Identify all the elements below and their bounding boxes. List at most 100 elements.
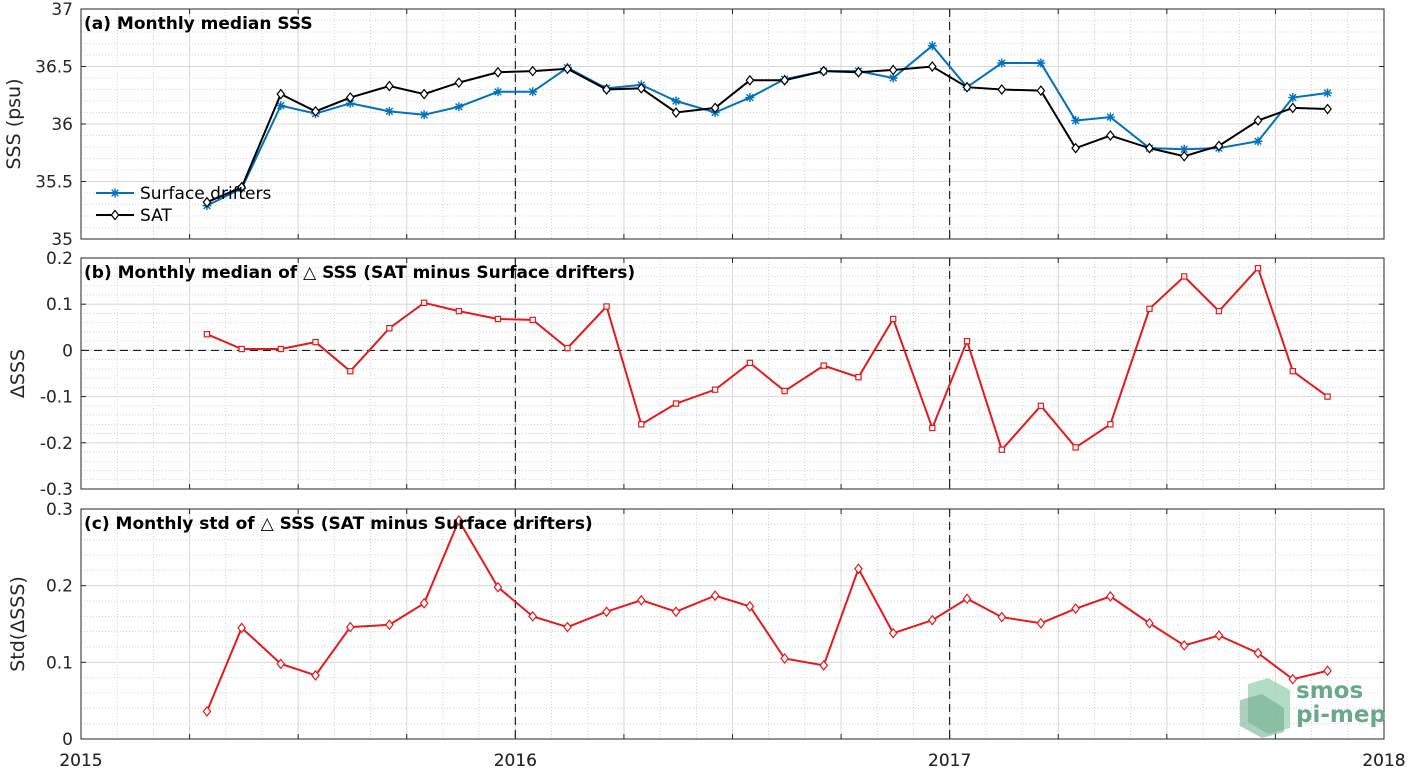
x-tick-label: 2016 [494,751,537,768]
data-point [276,101,286,111]
series-1 [203,264,1331,453]
data-point [927,61,937,72]
data-point [1071,142,1080,154]
data-point [312,338,319,346]
data-point [419,88,429,100]
data-point [1105,112,1115,122]
data-point [454,515,464,526]
data-point [710,590,720,602]
data-point [1179,640,1189,651]
data-point [1253,136,1263,146]
data-point [529,316,536,324]
y-tick-label: -0.1 [40,388,73,408]
data-point [671,96,681,106]
data-point [1288,93,1298,103]
data-point [855,373,862,381]
data-point [1253,647,1263,659]
data-point [564,344,571,352]
data-point [386,325,393,332]
data-point [710,102,720,114]
data-point [1323,103,1332,115]
logo-text-line2: pi-mep [1296,702,1386,728]
data-point [1106,590,1115,602]
data-point [202,196,212,208]
data-point [1036,58,1046,68]
data-point [1254,264,1262,272]
data-point [1179,150,1189,162]
series-line [206,44,1328,207]
data-point [745,74,755,86]
y-tick-label: 0.3 [46,500,73,520]
data-point [1107,421,1114,428]
y-tick-label: 36 [51,115,73,135]
data-point [1215,307,1223,315]
data-point [347,367,354,375]
x-tick-label: 2016 [494,751,537,768]
data-point [888,73,898,83]
data-point [345,98,355,108]
data-point [276,88,286,100]
data-point [1071,603,1080,615]
data-point [1071,116,1081,126]
data-point [1288,102,1298,114]
logo-text-line1: smos [1296,678,1363,704]
data-point [602,606,611,618]
data-point [1036,617,1046,629]
data-point [384,106,394,116]
y-tick-label: 0.1 [46,653,73,673]
legend-label: Surface drifters [140,184,271,204]
panel-3: 0 0.1 0.2 0.3 2015 2016 2017 2018 Std(ΔSSS) (c) M… [7,500,1406,768]
series-line [206,266,1329,452]
panel-title: (c) Monthly std of △ SSS (SAT minus Surf… [84,514,593,534]
data-point [1323,88,1333,98]
data-point [781,387,788,395]
series-1 [202,515,1332,717]
data-point [1324,393,1331,400]
data-point [745,93,755,103]
data-point [1179,144,1189,154]
x-tick-label: 2017 [928,751,971,768]
data-point [1145,142,1154,154]
data-point [1214,630,1224,641]
y-axis-label: ΔSSS [7,349,29,398]
data-point [636,82,646,94]
data-point [420,299,428,307]
smos-pi-mep-logo: smos pi-mep [1240,678,1386,738]
x-tick-label: 2017 [928,751,971,768]
data-point [997,58,1007,68]
y-tick-label: 0.2 [46,249,73,269]
data-point [493,66,503,78]
data-point [998,446,1005,453]
data-point [711,386,719,393]
data-point [455,307,463,315]
data-point [746,359,754,367]
legend-label: SAT [140,206,172,226]
data-point [819,659,829,671]
data-point [962,81,972,93]
data-point [963,337,971,345]
panel-title: (b) Monthly median of △ SSS (SAT minus S… [84,263,635,283]
data-point [419,110,429,120]
data-point [780,653,789,664]
panel-1: 35 35.5 36 36.5 37 2015 2016 2017 2018 SSS (psu) (… [3,0,1406,768]
legend-marker [110,209,120,221]
data-point [237,622,247,634]
x-tick-label: 2015 [59,751,102,768]
data-point [237,181,247,193]
y-tick-label: 0.1 [46,295,73,315]
data-point [819,65,829,77]
data-point [203,331,211,338]
data-point [638,421,645,428]
panel-title: (a) Monthly median SSS [84,14,313,34]
data-point [1323,665,1332,677]
legend-marker [110,188,120,198]
data-point [997,611,1007,623]
data-point [671,107,681,118]
y-tick-label: 35 [51,230,73,250]
data-point [603,303,610,310]
data-point [1214,140,1224,152]
data-point [563,621,572,633]
data-point [820,362,827,369]
data-point [238,345,245,353]
